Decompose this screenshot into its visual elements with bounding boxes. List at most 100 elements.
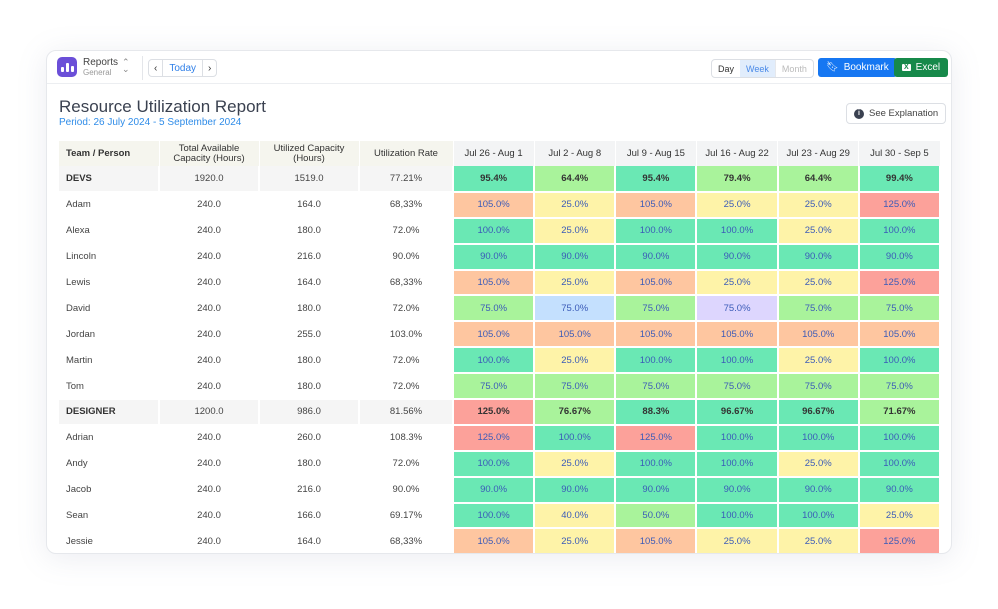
- week-utilization-cell: 90.0%: [696, 476, 779, 504]
- used-cell: 180.0: [259, 217, 360, 245]
- week-utilization-cell: 100.0%: [615, 450, 698, 478]
- total-cell: 240.0: [159, 269, 260, 297]
- week-utilization-cell: 90.0%: [534, 243, 617, 271]
- week-utilization-cell: 100.0%: [858, 217, 942, 245]
- rate-cell: 72.0%: [359, 347, 454, 375]
- week-utilization-cell: 25.0%: [777, 528, 860, 553]
- rate-cell: 68,33%: [359, 528, 454, 553]
- week-utilization-cell: 75.0%: [615, 295, 698, 323]
- used-cell: 164.0: [259, 528, 360, 553]
- used-cell: 180.0: [259, 450, 360, 478]
- person-row: David 240.0 180.0 72.0% 75.0% 75.0% 75.0% 75.0%…: [59, 295, 942, 323]
- bookmark-icon: 🔖︎: [826, 62, 839, 73]
- rate-cell: 108.3%: [359, 424, 454, 452]
- week-utilization-cell: 79.4%: [696, 166, 779, 193]
- used-cell: 180.0: [259, 373, 360, 401]
- total-cell: 1200.0: [159, 399, 260, 426]
- week-utilization-cell: 105.0%: [534, 321, 617, 349]
- week-utilization-cell: 75.0%: [696, 373, 779, 401]
- person-row: Lewis 240.0 164.0 68,33% 105.0% 25.0% 105.0% 25…: [59, 269, 942, 297]
- app-subtitle: General: [83, 68, 112, 77]
- rate-cell: 81.56%: [359, 399, 454, 426]
- week-utilization-cell: 90.0%: [777, 243, 860, 271]
- person-row: Martin 240.0 180.0 72.0% 100.0% 25.0% 100.0% 10…: [59, 347, 942, 375]
- view-day[interactable]: Day: [718, 63, 735, 74]
- person-row: Jordan 240.0 255.0 103.0% 105.0% 105.0% 105.0%…: [59, 321, 942, 349]
- week-utilization-cell: 25.0%: [777, 217, 860, 245]
- week-utilization-cell: 90.0%: [453, 476, 536, 504]
- person-row: Sean 240.0 166.0 69.17% 100.0% 40.0% 50.0% 100.…: [59, 502, 942, 530]
- week-utilization-cell: 75.0%: [777, 295, 860, 323]
- total-cell: 240.0: [159, 528, 260, 553]
- total-cell: 240.0: [159, 243, 260, 271]
- next-arrow-icon[interactable]: ›: [208, 62, 212, 74]
- week-utilization-cell: 95.4%: [453, 166, 536, 193]
- rate-cell: 72.0%: [359, 295, 454, 323]
- total-cell: 240.0: [159, 502, 260, 530]
- week-utilization-cell: 125.0%: [453, 424, 536, 452]
- view-week[interactable]: Week: [740, 60, 775, 77]
- report-period: Period: 26 July 2024 - 5 September 2024: [59, 117, 242, 128]
- used-cell: 164.0: [259, 191, 360, 219]
- rate-cell: 103.0%: [359, 321, 454, 349]
- week-utilization-cell: 40.0%: [534, 502, 617, 530]
- week-utilization-cell: 100.0%: [615, 347, 698, 375]
- total-cell: 240.0: [159, 450, 260, 478]
- prev-arrow-icon[interactable]: ‹: [154, 62, 158, 74]
- week-utilization-cell: 25.0%: [696, 269, 779, 297]
- week-utilization-cell: 105.0%: [696, 321, 779, 349]
- used-cell: 260.0: [259, 424, 360, 452]
- week-utilization-cell: 25.0%: [696, 528, 779, 553]
- week-utilization-cell: 105.0%: [615, 191, 698, 219]
- name-cell: Adrian: [59, 424, 160, 452]
- week-utilization-cell: 25.0%: [696, 191, 779, 219]
- see-explanation-button[interactable]: i See Explanation: [846, 103, 947, 124]
- week-utilization-cell: 100.0%: [453, 450, 536, 478]
- rate-cell: 69.17%: [359, 502, 454, 530]
- week-utilization-cell: 100.0%: [777, 502, 860, 530]
- view-month[interactable]: Month: [774, 60, 813, 77]
- week-utilization-cell: 105.0%: [453, 191, 536, 219]
- column-header: Team / Person: [59, 141, 160, 166]
- total-cell: 240.0: [159, 321, 260, 349]
- column-header: Total Available Capacity (Hours): [159, 141, 260, 166]
- week-utilization-cell: 64.4%: [534, 166, 617, 193]
- person-row: Tom 240.0 180.0 72.0% 75.0% 75.0% 75.0% 75.0% 75…: [59, 373, 942, 401]
- name-cell: Andy: [59, 450, 160, 478]
- name-cell: Jordan: [59, 321, 160, 349]
- switcher-chevron-icon[interactable]: ⌃ ⌄: [122, 57, 130, 74]
- name-cell: Jacob: [59, 476, 160, 504]
- week-utilization-cell: 75.0%: [534, 373, 617, 401]
- week-utilization-cell: 100.0%: [453, 347, 536, 375]
- excel-button[interactable]: X Excel: [894, 58, 949, 77]
- week-utilization-cell: 105.0%: [453, 269, 536, 297]
- week-utilization-cell: 71.67%: [858, 399, 942, 426]
- week-utilization-cell: 105.0%: [453, 528, 536, 553]
- report-card: Reports General ⌃ ⌄ ‹ Today › Day Week Mo…: [46, 50, 952, 554]
- total-cell: 240.0: [159, 347, 260, 375]
- week-utilization-cell: 75.0%: [453, 373, 536, 401]
- app-name[interactable]: Reports: [83, 57, 119, 68]
- used-cell: 164.0: [259, 269, 360, 297]
- week-utilization-cell: 125.0%: [858, 269, 942, 297]
- bookmark-button[interactable]: 🔖︎ Bookmark: [818, 58, 897, 77]
- name-cell: Tom: [59, 373, 160, 401]
- total-cell: 240.0: [159, 424, 260, 452]
- rate-cell: 72.0%: [359, 373, 454, 401]
- week-utilization-cell: 100.0%: [696, 502, 779, 530]
- week-utilization-cell: 25.0%: [777, 269, 860, 297]
- divider: [142, 56, 143, 80]
- name-cell: DESIGNER: [59, 399, 160, 426]
- column-header: Utilized Capacity (Hours): [259, 141, 360, 166]
- total-cell: 240.0: [159, 295, 260, 323]
- week-utilization-cell: 75.0%: [858, 373, 942, 401]
- week-utilization-cell: 125.0%: [858, 191, 942, 219]
- toolbar: Reports General ⌃ ⌄ ‹ Today › Day Week Mo…: [47, 51, 951, 84]
- week-utilization-cell: 75.0%: [534, 295, 617, 323]
- name-cell: Adam: [59, 191, 160, 219]
- week-utilization-cell: 100.0%: [696, 347, 779, 375]
- today-button[interactable]: Today: [162, 60, 204, 76]
- total-cell: 240.0: [159, 191, 260, 219]
- name-cell: Alexa: [59, 217, 160, 245]
- week-utilization-cell: 105.0%: [453, 321, 536, 349]
